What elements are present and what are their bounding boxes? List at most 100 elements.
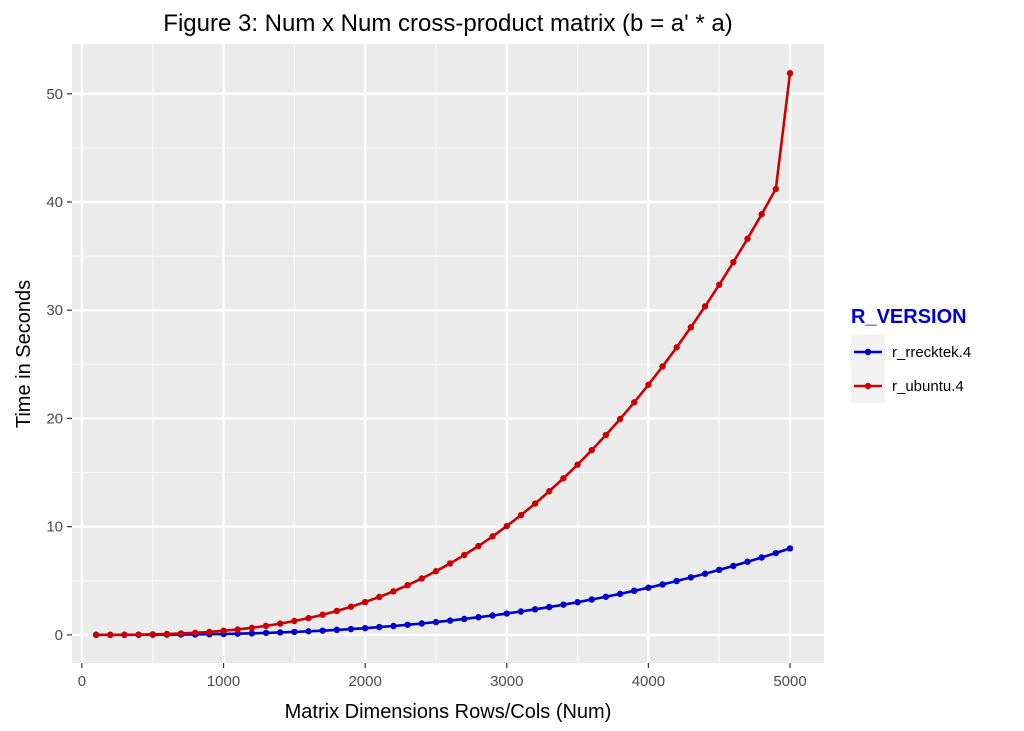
data-point-r_rrecktek.4 bbox=[517, 608, 525, 615]
data-point-r_ubuntu.4 bbox=[418, 575, 426, 582]
data-point-r_rrecktek.4 bbox=[361, 624, 369, 632]
data-point-r_ubuntu.4 bbox=[177, 630, 185, 637]
data-point-r_rrecktek.4 bbox=[701, 570, 709, 577]
data-point-r_ubuntu.4 bbox=[432, 568, 440, 575]
data-point-r_rrecktek.4 bbox=[730, 562, 737, 570]
legend-label: r_ubuntu.4 bbox=[892, 378, 964, 395]
data-point-r_ubuntu.4 bbox=[588, 446, 595, 454]
data-point-r_ubuntu.4 bbox=[234, 626, 241, 633]
data-point-r_ubuntu.4 bbox=[135, 631, 142, 638]
data-point-r_rrecktek.4 bbox=[404, 621, 411, 628]
data-point-r_ubuntu.4 bbox=[248, 624, 256, 632]
data-point-r_rrecktek.4 bbox=[645, 584, 652, 591]
data-point-r_rrecktek.4 bbox=[390, 622, 397, 630]
data-point-r_rrecktek.4 bbox=[673, 577, 680, 585]
plot-panel bbox=[72, 44, 824, 663]
data-point-r_ubuntu.4 bbox=[92, 631, 100, 639]
data-point-r_rrecktek.4 bbox=[758, 554, 765, 561]
data-point-r_ubuntu.4 bbox=[730, 258, 737, 266]
data-point-r_ubuntu.4 bbox=[616, 415, 624, 423]
data-point-r_ubuntu.4 bbox=[631, 399, 638, 406]
data-point-r_rrecktek.4 bbox=[687, 574, 695, 581]
legend: R_VERSION r_rrecktek.4 r_ubuntu.4 bbox=[851, 306, 971, 403]
data-point-r_ubuntu.4 bbox=[446, 560, 454, 567]
data-point-r_ubuntu.4 bbox=[645, 381, 652, 388]
data-point-r_rrecktek.4 bbox=[744, 558, 751, 565]
data-point-r_ubuntu.4 bbox=[192, 629, 199, 637]
y-tick-label: 0 bbox=[55, 627, 63, 644]
data-point-r_ubuntu.4 bbox=[305, 614, 312, 622]
data-point-r_rrecktek.4 bbox=[531, 606, 539, 613]
y-tick-label: 30 bbox=[46, 302, 63, 319]
data-point-r_ubuntu.4 bbox=[107, 631, 114, 639]
data-point-r_rrecktek.4 bbox=[574, 598, 581, 606]
legend-label: r_rrecktek.4 bbox=[892, 344, 971, 361]
data-point-r_rrecktek.4 bbox=[418, 620, 426, 627]
data-point-r_rrecktek.4 bbox=[347, 625, 355, 633]
legend-key-point bbox=[864, 348, 872, 356]
data-point-r_rrecktek.4 bbox=[560, 601, 567, 608]
data-point-r_ubuntu.4 bbox=[744, 235, 751, 242]
data-point-r_ubuntu.4 bbox=[404, 581, 411, 589]
y-tick-label: 10 bbox=[46, 519, 63, 536]
chart-title: Figure 3: Num x Num cross-product matrix… bbox=[163, 10, 732, 37]
data-point-r_ubuntu.4 bbox=[716, 281, 723, 288]
data-point-r_ubuntu.4 bbox=[347, 603, 355, 610]
data-point-r_ubuntu.4 bbox=[333, 607, 341, 615]
data-point-r_rrecktek.4 bbox=[376, 623, 383, 631]
data-point-r_ubuntu.4 bbox=[517, 511, 525, 519]
legend-key-point bbox=[864, 382, 872, 390]
data-point-r_ubuntu.4 bbox=[531, 500, 539, 507]
data-point-r_ubuntu.4 bbox=[163, 630, 171, 638]
y-tick-label: 20 bbox=[46, 410, 63, 427]
data-point-r_ubuntu.4 bbox=[659, 363, 666, 370]
data-point-r_ubuntu.4 bbox=[220, 627, 227, 634]
data-point-r_rrecktek.4 bbox=[291, 628, 298, 636]
x-tick-label: 3000 bbox=[490, 673, 523, 690]
legend-title: R_VERSION bbox=[851, 306, 967, 328]
data-point-r_ubuntu.4 bbox=[276, 620, 284, 627]
major-gridlines bbox=[72, 44, 824, 663]
data-point-r_rrecktek.4 bbox=[276, 629, 284, 636]
x-tick-label: 1000 bbox=[207, 673, 240, 690]
data-point-r_rrecktek.4 bbox=[503, 610, 510, 617]
data-point-r_ubuntu.4 bbox=[772, 185, 780, 193]
data-point-r_rrecktek.4 bbox=[333, 626, 341, 634]
data-point-r_ubuntu.4 bbox=[390, 588, 397, 595]
minor-gridlines bbox=[72, 44, 824, 663]
data-point-r_rrecktek.4 bbox=[461, 615, 468, 623]
data-point-r_ubuntu.4 bbox=[546, 488, 553, 495]
data-point-r_rrecktek.4 bbox=[475, 614, 482, 621]
data-point-r_rrecktek.4 bbox=[588, 596, 595, 603]
data-point-r_rrecktek.4 bbox=[432, 618, 440, 626]
data-point-r_ubuntu.4 bbox=[602, 431, 610, 439]
data-point-r_rrecktek.4 bbox=[616, 590, 624, 598]
data-point-r_ubuntu.4 bbox=[687, 324, 695, 331]
data-point-r_ubuntu.4 bbox=[291, 617, 298, 625]
y-axis: 0 10 20 30 40 50 bbox=[46, 86, 72, 644]
x-tick-label: 2000 bbox=[348, 673, 381, 690]
y-tick-label: 40 bbox=[46, 194, 63, 211]
x-axis-title: Matrix Dimensions Rows/Cols (Num) bbox=[285, 701, 612, 723]
data-point-r_ubuntu.4 bbox=[461, 551, 468, 559]
data-point-r_rrecktek.4 bbox=[602, 593, 610, 600]
x-tick-label: 5000 bbox=[773, 673, 806, 690]
data-point-r_ubuntu.4 bbox=[489, 533, 496, 540]
data-point-r_ubuntu.4 bbox=[361, 598, 369, 606]
series-layer bbox=[92, 70, 794, 639]
data-point-r_ubuntu.4 bbox=[206, 628, 213, 636]
data-point-r_rrecktek.4 bbox=[631, 587, 638, 595]
x-tick-label: 0 bbox=[78, 673, 86, 690]
y-tick-label: 50 bbox=[46, 86, 63, 103]
data-point-r_ubuntu.4 bbox=[503, 522, 510, 530]
data-point-r_rrecktek.4 bbox=[319, 627, 326, 634]
data-point-r_ubuntu.4 bbox=[262, 622, 270, 630]
data-point-r_rrecktek.4 bbox=[305, 628, 312, 635]
data-point-r_ubuntu.4 bbox=[574, 461, 581, 468]
data-point-r_rrecktek.4 bbox=[772, 549, 780, 557]
data-point-r_ubuntu.4 bbox=[560, 475, 567, 482]
data-point-r_rrecktek.4 bbox=[659, 581, 666, 588]
data-point-r_ubuntu.4 bbox=[121, 631, 128, 638]
y-axis-title: Time in Seconds bbox=[13, 280, 35, 428]
